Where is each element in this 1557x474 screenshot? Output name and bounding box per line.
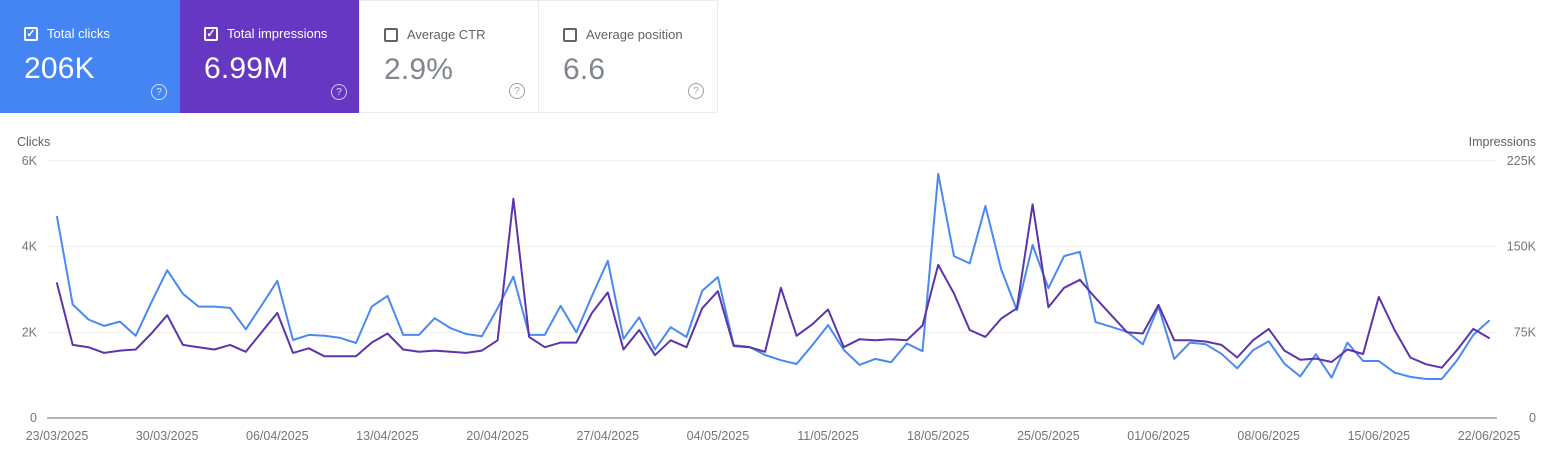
card-average-ctr-header: Average CTR: [360, 1, 538, 42]
impressions-line[interactable]: [56, 197, 1490, 369]
y-tick-label-clicks: 0: [30, 411, 37, 425]
right-axis-title: Impressions: [1469, 135, 1536, 149]
x-tick-label: 04/05/2025: [687, 429, 750, 443]
y-tick-label-clicks: 2K: [22, 325, 38, 339]
x-tick-label: 25/05/2025: [1017, 429, 1080, 443]
card-average-ctr-label: Average CTR: [407, 27, 486, 42]
performance-chart-area: 0 0 2K 75K 4K 150K 6K 225K Clicks Impressions 23/0…: [0, 130, 1557, 474]
card-average-ctr-value: 2.9%: [384, 53, 454, 86]
x-tick-label: 30/03/2025: [136, 429, 199, 443]
x-tick-label: 18/05/2025: [907, 429, 970, 443]
x-tick-label: 20/04/2025: [466, 429, 529, 443]
card-total-clicks-header: ✓ Total clicks: [0, 0, 180, 41]
card-average-ctr[interactable]: Average CTR 2.9% ?: [359, 0, 539, 113]
y-tick-label-clicks: 4K: [22, 240, 38, 254]
clicks-line[interactable]: [56, 172, 1490, 380]
card-total-clicks-label: Total clicks: [47, 26, 110, 41]
card-total-clicks-value: 206K: [24, 52, 95, 85]
checkbox-total-clicks[interactable]: ✓: [24, 26, 38, 41]
help-icon[interactable]: ?: [331, 84, 347, 100]
performance-chart[interactable]: 0 0 2K 75K 4K 150K 6K 225K Clicks Impressions 23/0…: [0, 130, 1557, 474]
y-tick-label-impressions: 225K: [1507, 154, 1537, 168]
y-tick-label-impressions: 0: [1529, 411, 1536, 425]
y-tick-label-impressions: 75K: [1514, 325, 1537, 339]
x-tick-label: 23/03/2025: [26, 429, 89, 443]
checkbox-total-impressions[interactable]: ✓: [204, 26, 218, 41]
help-icon[interactable]: ?: [509, 83, 525, 99]
x-tick-label: 11/05/2025: [797, 429, 859, 443]
x-tick-label: 01/06/2025: [1127, 429, 1190, 443]
left-axis-title: Clicks: [17, 135, 50, 149]
help-icon[interactable]: ?: [688, 83, 704, 99]
y-tick-label-clicks: 6K: [22, 154, 38, 168]
card-average-position-header: Average position: [539, 1, 717, 42]
card-average-position[interactable]: Average position 6.6 ?: [538, 0, 718, 113]
checkbox-average-ctr[interactable]: [384, 27, 398, 42]
x-tick-label: 13/04/2025: [356, 429, 419, 443]
card-total-impressions-label: Total impressions: [227, 26, 328, 41]
help-icon[interactable]: ?: [151, 84, 167, 100]
y-tick-label-impressions: 150K: [1507, 240, 1537, 254]
card-average-position-label: Average position: [586, 27, 683, 42]
metric-cards: ✓ Total clicks 206K ? ✓ Total impression…: [0, 0, 1557, 113]
x-tick-label: 27/04/2025: [576, 429, 639, 443]
x-tick-label: 15/06/2025: [1348, 429, 1411, 443]
card-average-position-value: 6.6: [563, 53, 606, 86]
x-tick-label: 08/06/2025: [1237, 429, 1300, 443]
card-total-impressions-header: ✓ Total impressions: [180, 0, 360, 41]
card-total-clicks[interactable]: ✓ Total clicks 206K ?: [0, 0, 180, 113]
x-tick-label: 06/04/2025: [246, 429, 309, 443]
card-total-impressions[interactable]: ✓ Total impressions 6.99M ?: [180, 0, 360, 113]
card-total-impressions-value: 6.99M: [204, 52, 289, 85]
checkbox-average-position[interactable]: [563, 27, 577, 42]
x-tick-label: 22/06/2025: [1458, 429, 1521, 443]
